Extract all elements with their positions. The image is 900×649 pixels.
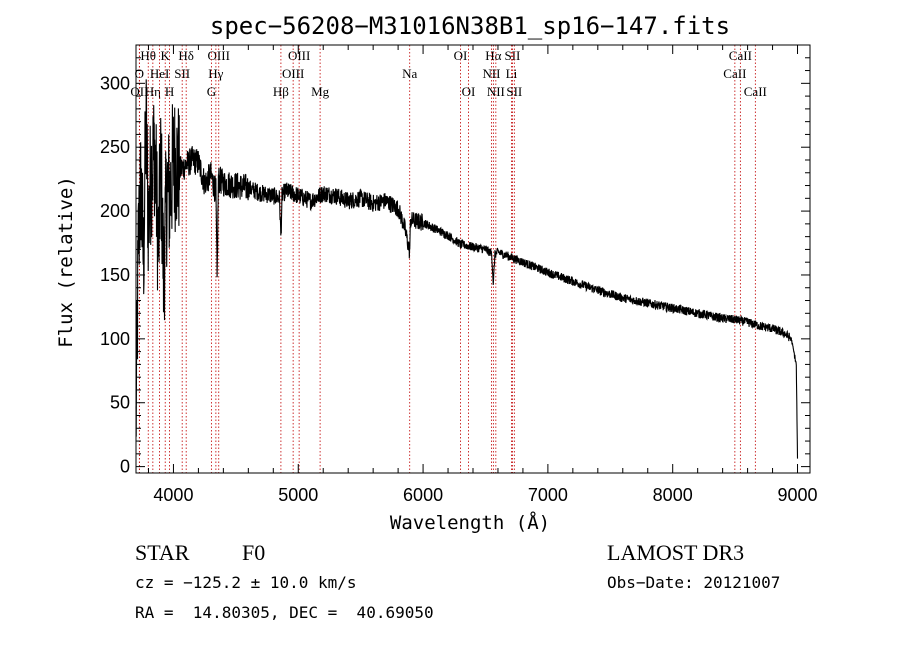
survey-label: LAMOST DR3 <box>607 540 745 565</box>
plot-frame <box>135 44 811 474</box>
y-tick-label: 150 <box>100 265 130 285</box>
spectrum-series-line <box>135 79 799 459</box>
observation-date: Obs−Date: 20121007 <box>607 573 781 592</box>
spectral-line-label: OIII <box>288 48 310 63</box>
y-tick-label: 300 <box>100 73 130 93</box>
spectral-line-label: K <box>161 48 171 63</box>
spectral-line-label: CaII <box>723 66 746 81</box>
spectral-line-label: SII <box>506 84 522 99</box>
spectral-line-label: CaII <box>729 48 752 63</box>
spectral-line-label: Hθ <box>140 48 156 63</box>
spectral-line-label: Na <box>402 66 417 81</box>
spectrum-chart: spec−56208−M31016N38B1_sp16−147.fits Hθ O… <box>55 12 818 534</box>
spectral-line-label: SII <box>174 66 190 81</box>
coordinates-ra-dec: RA = 14.80305, DEC = 40.69050 <box>135 603 434 622</box>
x-tick-label: 5000 <box>278 485 318 505</box>
spectral-line-label: OIII <box>282 66 304 81</box>
spectral-line-label: CaII <box>744 84 767 99</box>
spectral-line-label: Hβ <box>273 84 289 99</box>
spectral-line-label: Mg <box>311 84 330 99</box>
y-tick-label: 50 <box>110 393 130 413</box>
chart-title: spec−56208−M31016N38B1_sp16−147.fits <box>210 12 730 40</box>
x-tick-label: 4000 <box>153 485 193 505</box>
spectral-line-label: Li <box>506 66 518 81</box>
spectral-line-label: G <box>207 84 216 99</box>
spectral-line-label: OI <box>454 48 468 63</box>
object-class: STAR <box>135 540 190 565</box>
redshift-cz: cz = −125.2 ± 10.0 km/s <box>135 573 357 592</box>
y-tick-label: 200 <box>100 201 130 221</box>
spectral-line-label: OII <box>130 84 148 99</box>
spectral-line-label: OI <box>462 84 476 99</box>
y-tick-label: 0 <box>120 457 130 477</box>
axis-ticks: 4000 5000 6000 7000 8000 9000 0 50 100 150 200 250 3… <box>100 45 818 505</box>
spectral-line-label: OIII <box>208 48 230 63</box>
spectral-line-label: Hδ <box>178 48 194 63</box>
y-tick-label: 100 <box>100 329 130 349</box>
x-tick-label: 7000 <box>528 485 568 505</box>
spectral-line-label: HeI <box>150 66 170 81</box>
x-tick-label: 9000 <box>777 485 817 505</box>
spectral-line-label: NII <box>482 66 500 81</box>
x-axis-label: Wavelength (Å) <box>390 511 550 534</box>
spectral-line-label: Hγ <box>208 66 223 81</box>
spectral-line-label: Hα <box>485 48 501 63</box>
x-tick-label: 8000 <box>653 485 693 505</box>
y-axis-label: Flux (relative) <box>55 176 77 348</box>
spectral-line-label: H <box>165 84 174 99</box>
object-subclass: F0 <box>242 540 266 565</box>
x-tick-label: 6000 <box>403 485 443 505</box>
spectral-line-label: NII <box>487 84 505 99</box>
y-tick-label: 250 <box>100 137 130 157</box>
spectral-line-label: SII <box>504 48 520 63</box>
spectral-line-label: Hη <box>145 84 161 99</box>
